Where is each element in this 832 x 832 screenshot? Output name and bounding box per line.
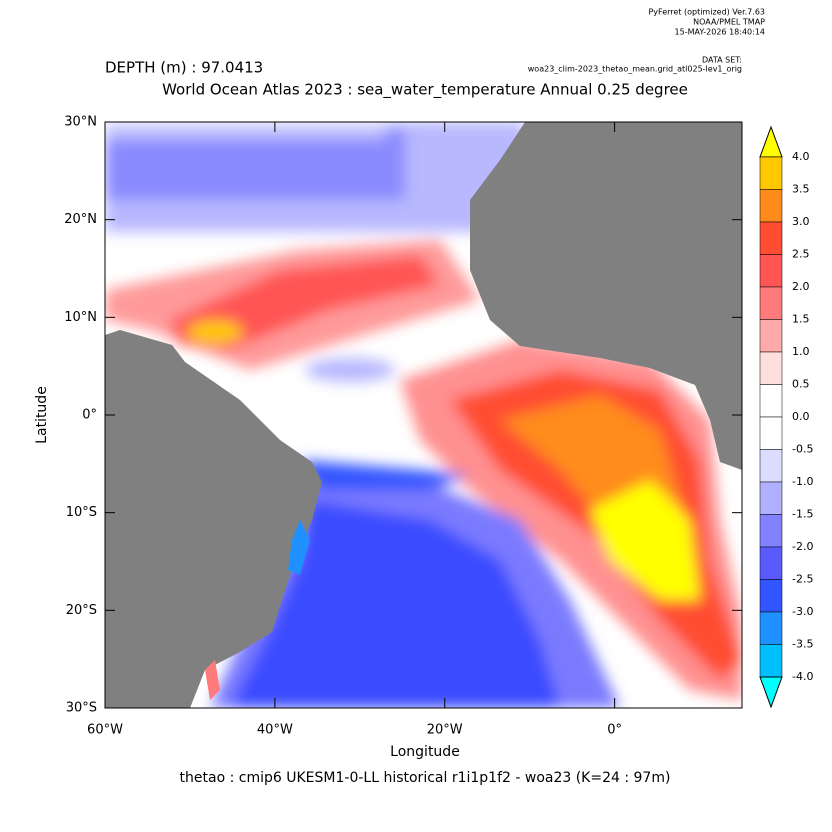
- colorbar-bin: [759, 189, 783, 223]
- colorbar-bin: [759, 384, 783, 418]
- colorbar-tick-label: 1.5: [792, 313, 810, 326]
- colorbar-tick-label: -4.0: [792, 670, 813, 683]
- colorbar-bin: [759, 449, 783, 483]
- colorbar-bin: [759, 351, 783, 385]
- colorbar-bin: [759, 546, 783, 580]
- dataset: woa23_clim-2023_thetao_mean.grid_atl025-…: [528, 65, 742, 74]
- colorbar-tick-label: 0.5: [792, 378, 810, 391]
- colorbar-tick-label: 4.0: [792, 150, 810, 163]
- colorbar-bin: [759, 286, 783, 320]
- colorbar-tick-label: 0.0: [792, 410, 810, 423]
- colorbar-bin: [759, 156, 783, 190]
- colorbar: 4.0 3.5 3.0 2.5 2.0 1.5 1.0 0.5 0.0 -0.5 -1.0 -1.5 -…: [759, 125, 813, 709]
- header-line: 15-MAY-2026 18:40:14: [675, 28, 765, 37]
- depth-label: DEPTH (m) : 97.0413: [105, 59, 263, 77]
- colorbar-tick-label: -3.0: [792, 605, 813, 618]
- colorbar-bin: [759, 254, 783, 288]
- colorbar-bin: [759, 221, 783, 255]
- temperature-field: [105, 122, 742, 708]
- y-tick-label: 20°S: [66, 603, 97, 618]
- header-line: PyFerret (optimized) Ver.7.63: [648, 8, 765, 17]
- colorbar-tick-label: -3.5: [792, 638, 813, 651]
- colorbar-bin: [759, 514, 783, 548]
- colorbar-tick-label: 3.5: [792, 183, 810, 196]
- colorbar-bin: [759, 416, 783, 450]
- y-tick-label: 0°: [82, 408, 97, 423]
- colorbar-bin: [759, 319, 783, 353]
- colorbar-tick-label: 2.5: [792, 248, 810, 261]
- header-line: NOAA/PMEL TMAP: [693, 18, 765, 27]
- colorbar-tick-label: 1.0: [792, 345, 810, 358]
- y-tick-label: 10°N: [64, 310, 97, 325]
- colorbar-extend-high: [759, 125, 783, 158]
- colorbar-tick-label: -2.0: [792, 540, 813, 553]
- y-tick-label: 30°S: [66, 701, 97, 716]
- colorbar-tick-label: -1.0: [792, 475, 813, 488]
- dataset-label: DATA SET:: [702, 56, 742, 65]
- colorbar-tick-label: 2.0: [792, 280, 810, 293]
- y-tick-label: 20°N: [64, 212, 97, 227]
- colorbar-tick-label: -1.5: [792, 508, 813, 521]
- x-tick-label: 0°: [607, 723, 622, 738]
- x-axis-label: Longitude: [390, 744, 460, 760]
- chart-title: World Ocean Atlas 2023 : sea_water_tempe…: [162, 81, 688, 100]
- colorbar-bin: [759, 579, 783, 613]
- x-tick-label: 40°W: [257, 723, 293, 738]
- colorbar-bin: [759, 481, 783, 515]
- y-tick-label: 10°S: [66, 505, 97, 520]
- colorbar-bin: [759, 611, 783, 645]
- y-tick-label: 30°N: [64, 115, 97, 130]
- subtitle: thetao : cmip6 UKESM1-0-LL historical r1…: [180, 770, 671, 786]
- x-tick-label: 60°W: [87, 723, 123, 738]
- colorbar-tick-label: -0.5: [792, 443, 813, 456]
- colorbar-tick-label: 3.0: [792, 215, 810, 228]
- axes: 60°W 40°W 20°W 0° 30°S 20°S 10°S 0° 10°N 20°N 30°N: [64, 115, 742, 738]
- colorbar-extend-low: [759, 676, 783, 709]
- colorbar-tick-label: -2.5: [792, 573, 813, 586]
- x-tick-label: 20°W: [427, 723, 463, 738]
- colorbar-bin: [759, 644, 783, 678]
- y-axis-label: Latitude: [34, 386, 50, 444]
